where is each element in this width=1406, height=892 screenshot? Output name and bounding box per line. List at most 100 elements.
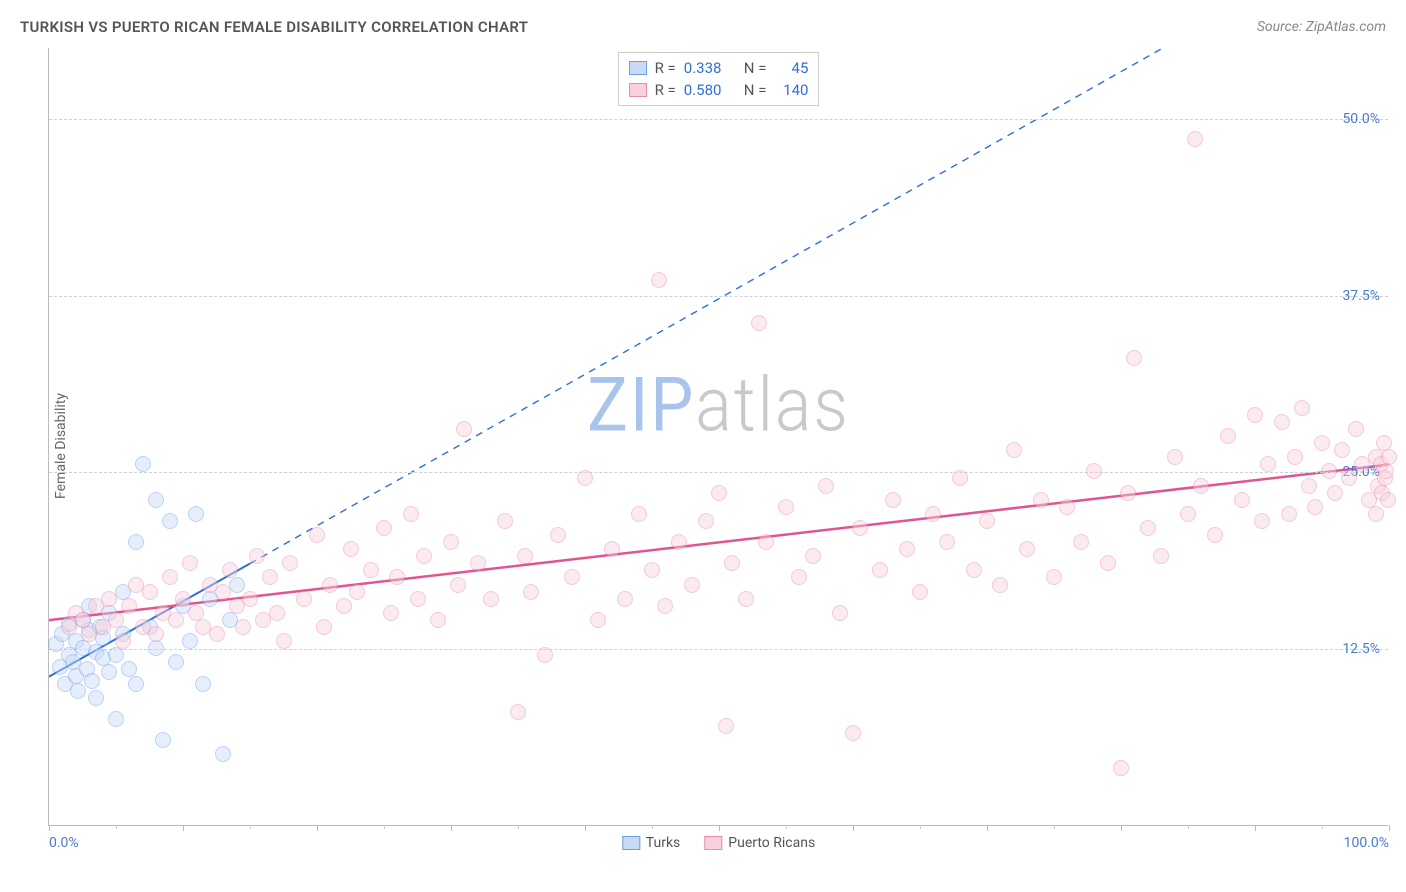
data-point-puerto-ricans <box>410 591 426 607</box>
data-point-puerto-ricans <box>1086 463 1102 479</box>
n-value: 140 <box>774 79 808 101</box>
data-point-puerto-ricans <box>108 612 124 628</box>
x-tick <box>1121 825 1122 831</box>
gridline-h <box>49 472 1388 473</box>
data-point-puerto-ricans <box>1059 499 1075 515</box>
data-point-puerto-ricans <box>276 633 292 649</box>
x-tick <box>1389 825 1390 831</box>
data-point-turks <box>148 640 164 656</box>
data-point-puerto-ricans <box>343 541 359 557</box>
data-point-puerto-ricans <box>925 506 941 522</box>
watermark-suffix: atlas <box>695 361 850 449</box>
data-point-puerto-ricans <box>899 541 915 557</box>
data-point-puerto-ricans <box>1100 555 1116 571</box>
data-point-turks <box>101 664 117 680</box>
data-point-puerto-ricans <box>1140 520 1156 536</box>
x-tick-minor <box>250 825 251 829</box>
data-point-puerto-ricans <box>1193 478 1209 494</box>
correl-row: R =0.580N =140 <box>629 79 809 101</box>
data-point-puerto-ricans <box>443 534 459 550</box>
data-point-turks <box>128 676 144 692</box>
x-tick-minor <box>384 825 385 829</box>
watermark: ZIPatlas <box>587 361 850 449</box>
x-tick <box>987 825 988 831</box>
data-point-puerto-ricans <box>1381 449 1397 465</box>
data-point-puerto-ricans <box>1341 470 1357 486</box>
x-tick-minor <box>652 825 653 829</box>
legend-item-puerto-ricans: Puerto Ricans <box>704 835 815 851</box>
x-tick-label: 0.0% <box>49 835 79 851</box>
data-point-puerto-ricans <box>1287 449 1303 465</box>
series-legend: Turks Puerto Ricans <box>622 835 815 851</box>
data-point-turks <box>108 647 124 663</box>
data-point-puerto-ricans <box>1281 506 1297 522</box>
data-point-puerto-ricans <box>1348 421 1364 437</box>
legend-label: Turks <box>646 835 681 851</box>
n-label: N = <box>744 57 767 79</box>
data-point-puerto-ricans <box>885 492 901 508</box>
data-point-puerto-ricans <box>617 591 633 607</box>
data-point-puerto-ricans <box>711 485 727 501</box>
data-point-puerto-ricans <box>1006 442 1022 458</box>
data-point-puerto-ricans <box>644 562 660 578</box>
data-point-puerto-ricans <box>121 598 137 614</box>
data-point-turks <box>188 506 204 522</box>
data-point-puerto-ricans <box>403 506 419 522</box>
x-tick <box>49 825 50 831</box>
r-label: R = <box>655 57 676 79</box>
data-point-puerto-ricans <box>470 555 486 571</box>
data-point-turks <box>182 633 198 649</box>
data-point-puerto-ricans <box>1321 463 1337 479</box>
data-point-puerto-ricans <box>249 548 265 564</box>
data-point-turks <box>84 673 100 689</box>
correl-row: R =0.338N =45 <box>629 57 809 79</box>
data-point-turks <box>70 683 86 699</box>
data-point-puerto-ricans <box>537 647 553 663</box>
data-point-puerto-ricans <box>182 555 198 571</box>
data-point-puerto-ricans <box>564 569 580 585</box>
x-tick-minor <box>786 825 787 829</box>
data-point-puerto-ricans <box>845 725 861 741</box>
data-point-puerto-ricans <box>269 605 285 621</box>
gridline-h <box>49 296 1388 297</box>
data-point-puerto-ricans <box>992 577 1008 593</box>
data-point-puerto-ricans <box>738 591 754 607</box>
data-point-turks <box>162 513 178 529</box>
data-point-puerto-ricans <box>657 598 673 614</box>
data-point-puerto-ricans <box>456 421 472 437</box>
data-point-puerto-ricans <box>631 506 647 522</box>
data-point-turks <box>215 746 231 762</box>
data-point-puerto-ricans <box>778 499 794 515</box>
legend-swatch <box>629 83 647 97</box>
data-point-puerto-ricans <box>577 470 593 486</box>
data-point-puerto-ricans <box>1334 442 1350 458</box>
watermark-prefix: ZIP <box>587 361 695 449</box>
data-point-puerto-ricans <box>952 470 968 486</box>
data-point-puerto-ricans <box>363 562 379 578</box>
data-point-puerto-ricans <box>336 598 352 614</box>
data-point-puerto-ricans <box>1046 569 1062 585</box>
data-point-puerto-ricans <box>1234 492 1250 508</box>
data-point-puerto-ricans <box>115 633 131 649</box>
data-point-puerto-ricans <box>1126 350 1142 366</box>
data-point-puerto-ricans <box>1167 449 1183 465</box>
data-point-puerto-ricans <box>316 619 332 635</box>
x-tick-minor <box>1188 825 1189 829</box>
data-point-puerto-ricans <box>235 619 251 635</box>
data-point-puerto-ricans <box>805 548 821 564</box>
data-point-turks <box>88 690 104 706</box>
data-point-puerto-ricans <box>101 591 117 607</box>
data-point-puerto-ricans <box>1247 407 1263 423</box>
data-point-puerto-ricans <box>175 591 191 607</box>
data-point-puerto-ricans <box>684 577 700 593</box>
data-point-puerto-ricans <box>872 562 888 578</box>
data-point-puerto-ricans <box>389 569 405 585</box>
data-point-puerto-ricans <box>966 562 982 578</box>
data-point-puerto-ricans <box>939 534 955 550</box>
gridline-h <box>49 649 1388 650</box>
data-point-puerto-ricans <box>724 555 740 571</box>
data-point-puerto-ricans <box>1301 478 1317 494</box>
data-point-puerto-ricans <box>1180 506 1196 522</box>
n-label: N = <box>744 79 767 101</box>
data-point-puerto-ricans <box>1254 513 1270 529</box>
